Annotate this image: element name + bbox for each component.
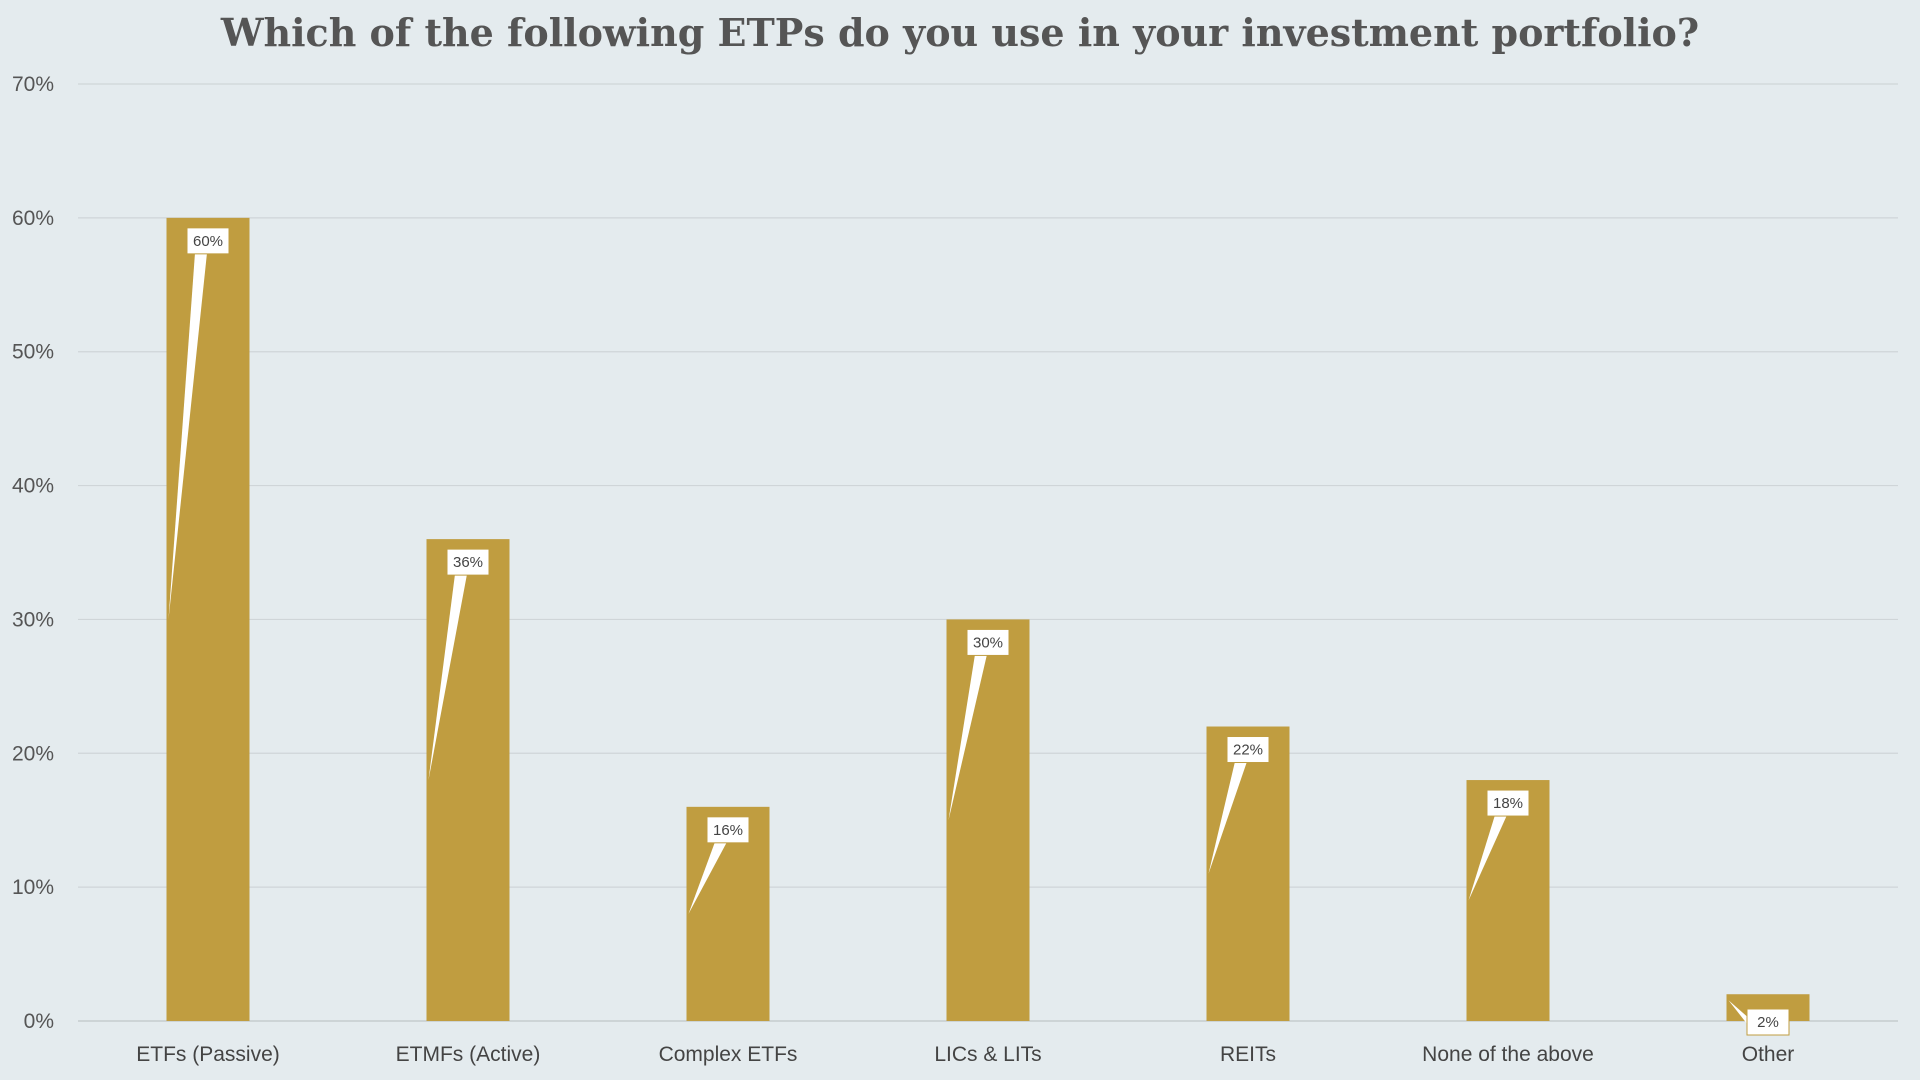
data-label-text: 22% <box>1233 742 1263 759</box>
x-category-label: REITs <box>1220 1043 1276 1066</box>
bar <box>166 217 250 1021</box>
y-tick-label: 60% <box>12 207 54 230</box>
callout-box <box>186 227 230 255</box>
data-label-callout: 22% <box>1208 736 1270 874</box>
data-label-callout: 16% <box>688 816 750 914</box>
callout-box <box>966 628 1010 656</box>
x-axis-categories: ETFs (Passive) ETMFs (Active) Complex ETFs… <box>136 1043 1794 1066</box>
data-label-callout: 60% <box>168 227 230 620</box>
data-label-callout: 36% <box>428 548 490 781</box>
callout-pointer <box>688 841 727 914</box>
y-tick-label: 20% <box>12 742 54 765</box>
x-category-label: Other <box>1742 1043 1795 1066</box>
data-label-callout: 2% <box>1728 1000 1790 1036</box>
bars <box>166 217 1810 1021</box>
callout-pointer <box>1728 1000 1767 1034</box>
callout-box <box>1226 736 1270 764</box>
data-label-text: 30% <box>973 634 1003 651</box>
data-label-text: 16% <box>713 822 743 839</box>
data-labels: 60% 36% 16% 30% 22% 18% 2% <box>168 227 1790 1036</box>
y-tick-label: 0% <box>24 1010 54 1033</box>
x-category-label: None of the above <box>1422 1043 1594 1066</box>
callout-pointer <box>1468 815 1507 901</box>
data-label-text: 60% <box>193 233 223 250</box>
data-label-text: 2% <box>1757 1014 1779 1031</box>
chart-title: Which of the following ETPs do you use i… <box>220 10 1700 55</box>
data-label-callout: 18% <box>1468 789 1530 901</box>
bar <box>1206 726 1290 1021</box>
bar <box>946 619 1030 1021</box>
callout-box <box>706 816 750 844</box>
data-label-text: 18% <box>1493 795 1523 812</box>
callout-pointer <box>168 252 207 620</box>
callout-pointer <box>948 654 987 821</box>
y-tick-label: 40% <box>12 475 54 498</box>
bar <box>426 539 510 1021</box>
y-axis-ticks: 0% 10% 20% 30% 40% 50% 60% 70% <box>12 73 54 1033</box>
y-tick-label: 10% <box>12 876 54 899</box>
callout-box <box>1486 789 1530 817</box>
data-label-text: 36% <box>453 554 483 571</box>
x-category-label: ETFs (Passive) <box>136 1043 280 1066</box>
y-tick-label: 30% <box>12 608 54 631</box>
x-category-label: Complex ETFs <box>659 1043 798 1066</box>
callout-pointer <box>428 574 467 781</box>
x-category-label: ETMFs (Active) <box>396 1043 541 1066</box>
callout-pointer <box>1208 761 1247 874</box>
bar <box>1466 780 1550 1021</box>
callout-box <box>1746 1008 1790 1036</box>
y-tick-label: 50% <box>12 341 54 364</box>
x-category-label: LICs & LITs <box>934 1043 1041 1066</box>
callout-box <box>446 548 490 576</box>
y-tick-label: 70% <box>12 73 54 96</box>
data-label-callout: 30% <box>948 628 1010 821</box>
